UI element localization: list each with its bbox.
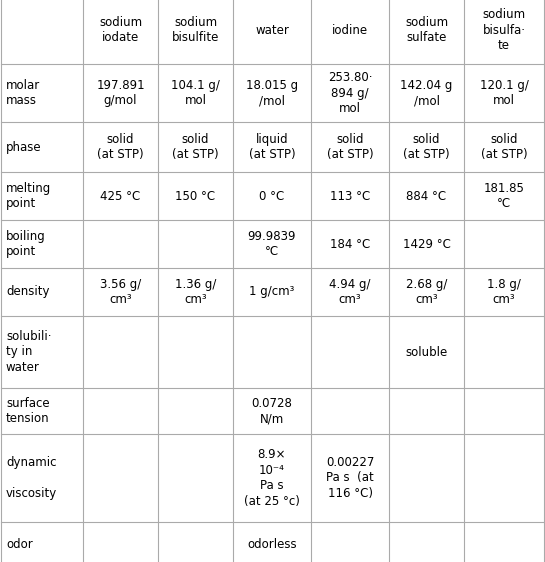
Text: liquid
(at STP): liquid (at STP) bbox=[249, 133, 295, 161]
Text: 1.36 g/
cm³: 1.36 g/ cm³ bbox=[175, 278, 216, 306]
Text: solid
(at STP): solid (at STP) bbox=[97, 133, 144, 161]
Text: 8.9×
10⁻⁴
Pa s
(at 25 °c): 8.9× 10⁻⁴ Pa s (at 25 °c) bbox=[244, 448, 300, 507]
Text: 1429 °C: 1429 °C bbox=[403, 238, 450, 251]
Text: 0.0728
N/m: 0.0728 N/m bbox=[252, 397, 293, 425]
Text: molar
mass: molar mass bbox=[6, 79, 40, 107]
Text: melting
point: melting point bbox=[6, 182, 51, 210]
Text: solid
(at STP): solid (at STP) bbox=[403, 133, 450, 161]
Text: 0 °C: 0 °C bbox=[259, 189, 284, 202]
Text: 2.68 g/
cm³: 2.68 g/ cm³ bbox=[406, 278, 447, 306]
Text: 181.85
°C: 181.85 °C bbox=[483, 182, 524, 210]
Text: solid
(at STP): solid (at STP) bbox=[481, 133, 528, 161]
Text: 253.80·
894 g/
mol: 253.80· 894 g/ mol bbox=[328, 71, 372, 115]
Text: 113 °C: 113 °C bbox=[330, 189, 370, 202]
Text: iodine: iodine bbox=[332, 24, 368, 37]
Text: sodium
bisulfite: sodium bisulfite bbox=[172, 16, 219, 44]
Text: soluble: soluble bbox=[405, 346, 447, 359]
Text: 425 °C: 425 °C bbox=[100, 189, 141, 202]
Text: sodium
bisulfa·
te: sodium bisulfa· te bbox=[482, 8, 525, 52]
Text: 150 °C: 150 °C bbox=[175, 189, 216, 202]
Text: 184 °C: 184 °C bbox=[330, 238, 370, 251]
Text: surface
tension: surface tension bbox=[6, 397, 50, 425]
Text: 1.8 g/
cm³: 1.8 g/ cm³ bbox=[487, 278, 521, 306]
Text: solid
(at STP): solid (at STP) bbox=[326, 133, 373, 161]
Text: 0.00227
Pa s  (at
116 °C): 0.00227 Pa s (at 116 °C) bbox=[326, 456, 374, 500]
Text: phase: phase bbox=[6, 140, 41, 153]
Text: 1 g/cm³: 1 g/cm³ bbox=[249, 285, 295, 298]
Text: boiling
point: boiling point bbox=[6, 230, 46, 259]
Text: 104.1 g/
mol: 104.1 g/ mol bbox=[171, 79, 220, 107]
Text: solid
(at STP): solid (at STP) bbox=[172, 133, 219, 161]
Text: 99.9839
°C: 99.9839 °C bbox=[248, 230, 296, 259]
Text: 120.1 g/
mol: 120.1 g/ mol bbox=[480, 79, 529, 107]
Text: density: density bbox=[6, 285, 50, 298]
Text: 18.015 g
/mol: 18.015 g /mol bbox=[246, 79, 298, 107]
Text: 4.94 g/
cm³: 4.94 g/ cm³ bbox=[329, 278, 371, 306]
Text: 884 °C: 884 °C bbox=[407, 189, 446, 202]
Text: odor: odor bbox=[6, 537, 33, 551]
Text: sodium
iodate: sodium iodate bbox=[99, 16, 142, 44]
Text: solubili·
ty in
water: solubili· ty in water bbox=[6, 330, 51, 374]
Text: dynamic

viscosity: dynamic viscosity bbox=[6, 456, 57, 500]
Text: sodium
sulfate: sodium sulfate bbox=[405, 16, 448, 44]
Text: 142.04 g
/mol: 142.04 g /mol bbox=[401, 79, 453, 107]
Text: odorless: odorless bbox=[247, 537, 297, 551]
Text: water: water bbox=[255, 24, 289, 37]
Text: 3.56 g/
cm³: 3.56 g/ cm³ bbox=[100, 278, 141, 306]
Text: 197.891
g/mol: 197.891 g/mol bbox=[96, 79, 145, 107]
